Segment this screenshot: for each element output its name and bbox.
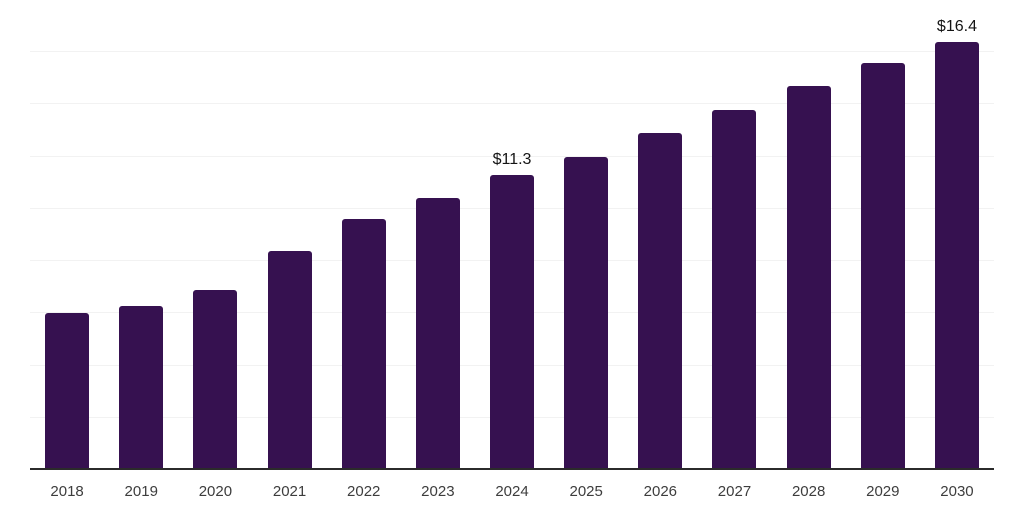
bar-2030	[934, 41, 979, 470]
bar-slot-2026	[623, 0, 697, 470]
bar-2022	[341, 219, 386, 470]
x-tick-label-2028: 2028	[791, 482, 826, 500]
bar-2021	[267, 250, 312, 470]
bar-slot-2024: $11.3	[475, 0, 549, 470]
x-tick-label-2024: 2024	[495, 482, 529, 500]
x-tick-label-2019: 2019	[124, 482, 158, 500]
x-axis-labels: 2018 2019 2020 2021 2022 2023 2024 2025 2026 2027…	[30, 470, 994, 512]
x-axis-line	[30, 468, 994, 470]
bar-value-label: $16.4	[936, 17, 977, 35]
x-tick-label-2018: 2018	[50, 482, 84, 500]
bar-slot-2019	[104, 0, 178, 470]
x-tick-label-2026: 2026	[643, 482, 678, 500]
gridline	[30, 51, 994, 53]
bar-2026	[638, 133, 683, 470]
bar-slot-2020	[178, 0, 252, 470]
x-tick-label-2029: 2029	[866, 482, 900, 500]
bars-row: $11.3 $16.4	[30, 0, 994, 470]
x-tick-label-2022: 2022	[347, 482, 381, 500]
bar-2025	[564, 156, 609, 470]
x-tick-label-2030: 2030	[940, 482, 974, 500]
x-tick-label-2020: 2020	[198, 482, 233, 500]
gridline	[30, 103, 994, 105]
bar-2023	[415, 198, 460, 470]
bar-slot-2021	[252, 0, 326, 470]
gridline	[30, 155, 994, 157]
bar-slot-2027	[697, 0, 771, 470]
x-tick-label-2021: 2021	[272, 482, 307, 500]
bar-2028	[786, 86, 831, 470]
bar-slot-2023	[401, 0, 475, 470]
plot-area: $11.3 $16.4	[30, 0, 994, 470]
bar-2020	[193, 289, 238, 470]
x-tick-label-2025: 2025	[569, 482, 603, 500]
x-tick-label-2027: 2027	[717, 482, 752, 500]
bar-2029	[860, 62, 905, 470]
bar-2027	[712, 109, 757, 470]
bar-slot-2030: $16.4	[920, 0, 994, 470]
bar-2024	[490, 174, 535, 470]
bar-slot-2029	[846, 0, 920, 470]
bar-2018	[45, 313, 90, 470]
bar-2019	[119, 305, 164, 470]
bar-slot-2028	[772, 0, 846, 470]
bar-slot-2018	[30, 0, 104, 470]
bar-slot-2025	[549, 0, 623, 470]
bar-value-label: $11.3	[492, 150, 532, 168]
bar-slot-2022	[327, 0, 401, 470]
x-tick-label-2023: 2023	[421, 482, 455, 500]
